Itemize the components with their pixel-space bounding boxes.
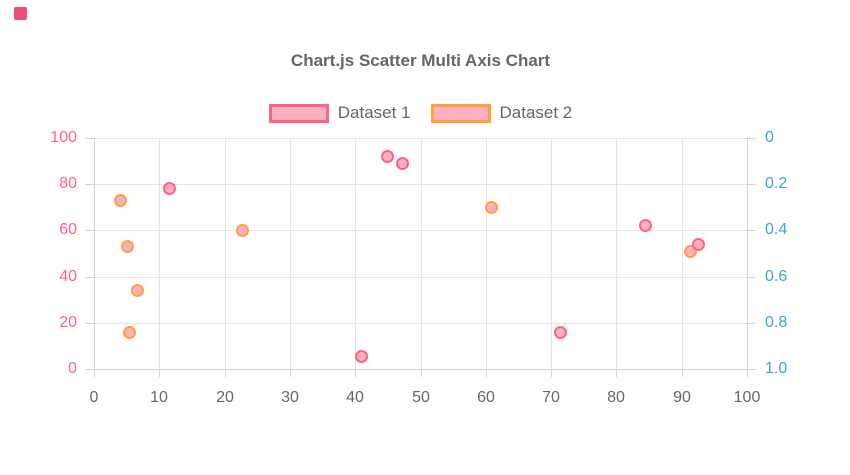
- y-gridline: [94, 230, 747, 231]
- x-gridline: [290, 138, 291, 369]
- pink-swatch: [14, 7, 27, 20]
- x-axis-tick-label: 20: [216, 389, 234, 406]
- y-axis-border-right: [747, 138, 748, 370]
- data-point-dataset-1[interactable]: [355, 349, 369, 363]
- x-axis-tick: [355, 369, 356, 377]
- x-axis-tick: [421, 369, 422, 377]
- y-left-tick-label: 100: [50, 129, 77, 146]
- data-point-dataset-2[interactable]: [123, 325, 137, 339]
- y-gridline: [94, 323, 747, 324]
- y-left-tick: [85, 277, 94, 278]
- legend-item-dataset-2[interactable]: Dataset 2: [430, 102, 573, 124]
- x-axis-tick-label: 40: [346, 389, 364, 406]
- data-point-dataset-2[interactable]: [484, 200, 498, 214]
- x-axis-tick: [551, 369, 552, 377]
- x-axis-tick-label: 90: [673, 389, 691, 406]
- x-axis-tick: [747, 369, 748, 377]
- x-axis-tick-label: 10: [150, 389, 168, 406]
- legend-label-dataset-2: Dataset 2: [499, 103, 573, 122]
- data-point-dataset-1[interactable]: [396, 156, 410, 170]
- data-point-dataset-2[interactable]: [235, 223, 249, 237]
- x-axis-border: [94, 369, 748, 370]
- y-right-tick-label: 0.4: [765, 221, 788, 238]
- y-left-tick-label: 40: [59, 268, 77, 285]
- x-gridline: [616, 138, 617, 369]
- legend-box-dataset-1: [268, 103, 329, 123]
- y-right-tick-label: 0: [765, 129, 774, 146]
- x-gridline: [355, 138, 356, 369]
- data-point-dataset-1[interactable]: [692, 237, 706, 251]
- x-axis-tick: [682, 369, 683, 377]
- x-axis-tick-label: 50: [412, 389, 430, 406]
- legend-item-dataset-1[interactable]: Dataset 1: [268, 102, 411, 124]
- x-gridline: [421, 138, 422, 369]
- y-right-tick-label: 1.0: [765, 360, 788, 377]
- y-left-tick: [85, 230, 94, 231]
- y-left-tick: [85, 184, 94, 185]
- x-gridline: [551, 138, 552, 369]
- x-gridline: [486, 138, 487, 369]
- legend-label-dataset-1: Dataset 1: [337, 103, 411, 122]
- chart-legend: Dataset 1 Dataset 2: [0, 102, 841, 124]
- x-gridline: [225, 138, 226, 369]
- legend-box-dataset-2: [430, 103, 491, 123]
- x-axis-tick-label: 0: [89, 389, 99, 406]
- x-axis-tick: [616, 369, 617, 377]
- data-point-dataset-2[interactable]: [120, 240, 134, 254]
- data-point-dataset-2[interactable]: [114, 193, 128, 207]
- y-left-tick-label: 20: [59, 314, 77, 331]
- x-axis-tick-label: 60: [477, 389, 495, 406]
- data-point-dataset-1[interactable]: [381, 149, 395, 163]
- y-right-tick: [747, 277, 756, 278]
- x-gridline: [682, 138, 683, 369]
- x-axis-tick-label: 100: [733, 389, 761, 406]
- data-point-dataset-1[interactable]: [553, 325, 567, 339]
- y-left-tick-label: 0: [68, 360, 77, 377]
- x-axis-tick-label: 80: [607, 389, 625, 406]
- y-left-tick-label: 60: [59, 221, 77, 238]
- y-gridline: [94, 138, 747, 139]
- y-left-tick: [85, 138, 94, 139]
- x-axis-tick-label: 30: [281, 389, 299, 406]
- y-right-tick: [747, 230, 756, 231]
- x-axis-tick: [94, 369, 95, 377]
- y-right-tick: [747, 138, 756, 139]
- data-point-dataset-1[interactable]: [163, 182, 177, 196]
- y-axis-border-left: [94, 138, 95, 370]
- y-right-tick: [747, 323, 756, 324]
- chart-title: Chart.js Scatter Multi Axis Chart: [290, 51, 551, 70]
- y-left-tick-label: 80: [59, 175, 77, 192]
- x-axis-tick: [225, 369, 226, 377]
- x-gridline: [159, 138, 160, 369]
- x-axis-tick: [486, 369, 487, 377]
- data-point-dataset-1[interactable]: [639, 219, 653, 233]
- y-gridline: [94, 184, 747, 185]
- x-axis-tick: [290, 369, 291, 377]
- y-right-tick-label: 0.8: [765, 314, 788, 331]
- y-right-tick-label: 0.2: [765, 175, 788, 192]
- x-axis-tick: [159, 369, 160, 377]
- x-axis-tick-label: 70: [542, 389, 560, 406]
- y-left-tick: [85, 369, 94, 370]
- y-right-tick: [747, 184, 756, 185]
- y-right-tick-label: 0.6: [765, 268, 788, 285]
- y-gridline: [94, 277, 747, 278]
- y-right-tick: [747, 369, 756, 370]
- data-point-dataset-2[interactable]: [130, 283, 144, 297]
- y-left-tick: [85, 323, 94, 324]
